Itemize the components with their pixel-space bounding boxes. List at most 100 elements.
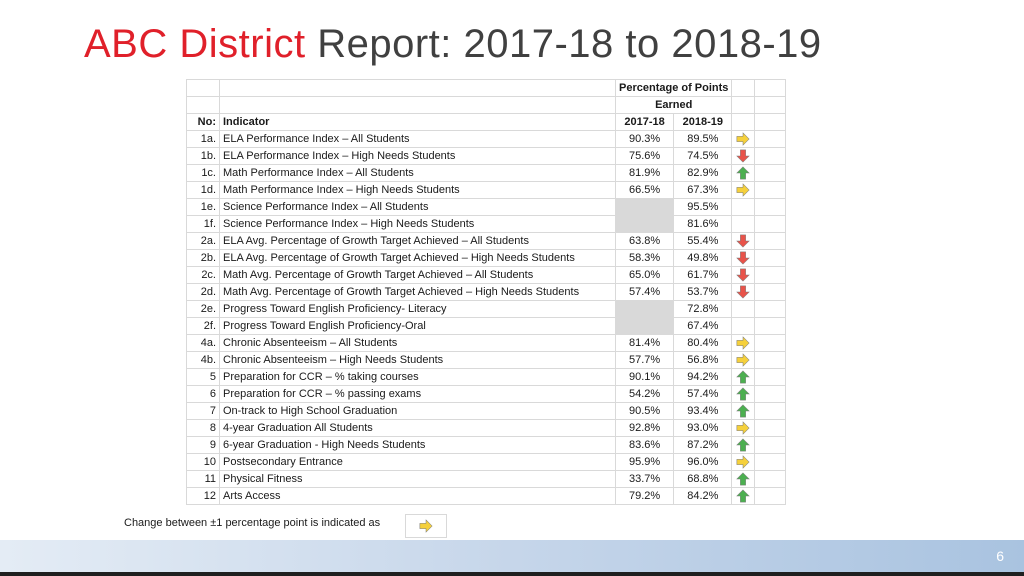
right-arrow-icon [735,336,751,350]
row-value-2018-19: 53.7% [673,283,733,301]
row-value-2018-19: 55.4% [673,232,733,250]
row-indicator: 4-year Graduation All Students [219,419,616,437]
row-number: 4b. [186,351,220,369]
row-trend [731,283,756,301]
table-row: 10 Postsecondary Entrance 95.9% 96.0% [186,453,787,471]
row-number: 7 [186,402,220,420]
row-value-2018-19: 95.5% [673,198,733,216]
row-trend [731,470,756,488]
row-trend [731,249,756,267]
row-trend [731,215,756,233]
table-row: 1d. Math Performance Index – High Needs S… [186,181,787,199]
row-indicator: ELA Avg. Percentage of Growth Target Ach… [219,232,616,250]
row-value-2018-19: 56.8% [673,351,733,369]
col-no-header: No: [186,113,220,131]
row-value-2018-19: 94.2% [673,368,733,386]
row-indicator: Chronic Absenteeism – High Needs Student… [219,351,616,369]
table-row: 2c. Math Avg. Percentage of Growth Target… [186,266,787,284]
right-arrow-icon [735,183,751,197]
row-number: 9 [186,436,220,454]
row-number: 2d. [186,283,220,301]
row-trend [731,453,756,471]
row-number: 11 [186,470,220,488]
row-value-2018-19: 72.8% [673,300,733,318]
row-value-2017-18: 90.3% [614,130,675,148]
row-value-2018-19: 96.0% [673,453,733,471]
row-value-2017-18: 81.4% [614,334,675,352]
row-trend [731,368,756,386]
up-arrow-icon [735,489,751,503]
col-2017-18-header: 2017-18 [614,113,675,131]
row-value-2017-18: 75.6% [614,147,675,165]
legend-text: Change between ±1 percentage point is in… [124,517,381,529]
row-value-2018-19: 80.4% [673,334,733,352]
table-row: 9 6-year Graduation - High Needs Students… [186,436,787,454]
row-number: 1d. [186,181,220,199]
table-row: 7 On-track to High School Graduation 90.5%… [186,402,787,420]
row-value-2018-19: 57.4% [673,385,733,403]
row-indicator: ELA Performance Index – High Needs Stude… [219,147,616,165]
page-number: 6 [996,548,1004,564]
row-value-2018-19: 82.9% [673,164,733,182]
row-value-2017-18: 57.4% [614,283,675,301]
table-row: 2a. ELA Avg. Percentage of Growth Target … [186,232,787,250]
row-number: 4a. [186,334,220,352]
row-number: 10 [186,453,220,471]
row-trend [731,147,756,165]
row-value-2017-18: 66.5% [614,181,675,199]
row-number: 2f. [186,317,220,335]
row-trend [731,385,756,403]
up-arrow-icon [735,370,751,384]
row-value-2017-18: 83.6% [614,436,675,454]
column-header-row: No: Indicator 2017-18 2018-19 [186,113,787,131]
down-arrow-icon [735,149,751,163]
title-accent: ABC District [84,22,306,66]
down-arrow-icon [735,285,751,299]
row-number: 1f. [186,215,220,233]
row-trend [731,266,756,284]
row-value-2017-18 [614,300,675,318]
row-indicator: Math Avg. Percentage of Growth Target Ac… [219,283,616,301]
up-arrow-icon [735,404,751,418]
table-row: 4b. Chronic Absenteeism – High Needs Stud… [186,351,787,369]
row-trend [731,198,756,216]
table-row: 5 Preparation for CCR – % taking courses 9… [186,368,787,386]
row-value-2018-19: 67.3% [673,181,733,199]
row-trend [731,300,756,318]
row-value-2018-19: 61.7% [673,266,733,284]
row-indicator: Science Performance Index – High Needs S… [219,215,616,233]
row-value-2017-18: 95.9% [614,453,675,471]
row-trend [731,402,756,420]
table-row: 2f. Progress Toward English Proficiency-O… [186,317,787,335]
legend-arrow-box [405,514,447,538]
row-number: 2a. [186,232,220,250]
row-value-2017-18: 58.3% [614,249,675,267]
row-indicator: Preparation for CCR – % passing exams [219,385,616,403]
row-value-2017-18: 92.8% [614,419,675,437]
table-row: 12 Arts Access 79.2% 84.2% [186,487,787,505]
footer-band [0,540,1024,572]
row-value-2018-19: 81.6% [673,215,733,233]
row-indicator: Arts Access [219,487,616,505]
row-value-2018-19: 87.2% [673,436,733,454]
group-header-line2: Earned [614,96,733,114]
up-arrow-icon [735,387,751,401]
row-indicator: Postsecondary Entrance [219,453,616,471]
row-trend [731,436,756,454]
row-value-2017-18: 54.2% [614,385,675,403]
row-value-2018-19: 93.4% [673,402,733,420]
row-trend [731,487,756,505]
row-value-2017-18: 79.2% [614,487,675,505]
table-row: 2b. ELA Avg. Percentage of Growth Target … [186,249,787,267]
row-trend [731,317,756,335]
row-number: 5 [186,368,220,386]
row-value-2018-19: 49.8% [673,249,733,267]
table-row: 1c. Math Performance Index – All Students… [186,164,787,182]
page-title: ABC District Report: 2017-18 to 2018-19 [84,22,822,67]
row-value-2017-18: 90.1% [614,368,675,386]
row-value-2017-18: 63.8% [614,232,675,250]
up-arrow-icon [735,166,751,180]
row-trend [731,419,756,437]
table-row: 8 4-year Graduation All Students 92.8% 93.0… [186,419,787,437]
col-2018-19-header: 2018-19 [673,113,733,131]
